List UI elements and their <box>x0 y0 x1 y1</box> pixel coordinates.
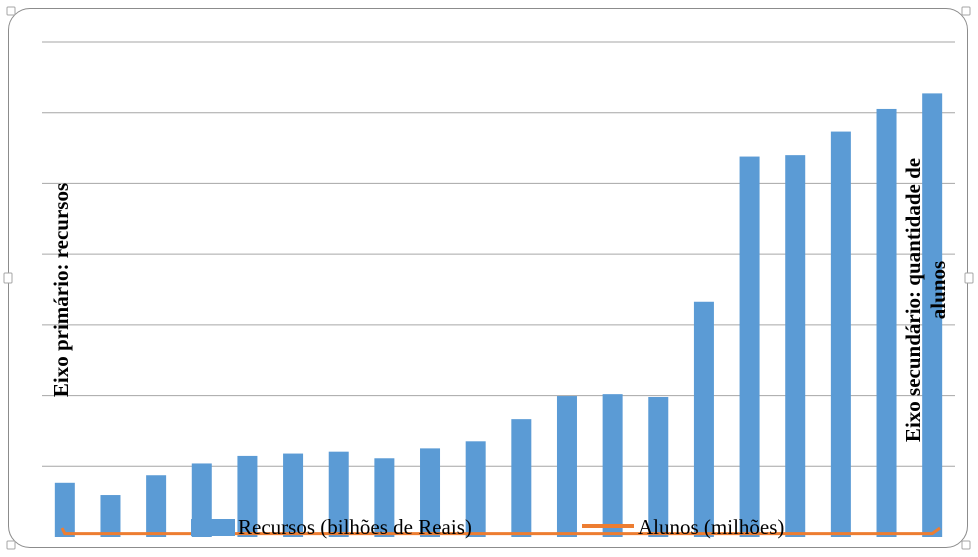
bar-recursos-11 <box>511 419 532 537</box>
bar-recursos-13 <box>602 394 623 537</box>
bar-recursos-17 <box>785 155 806 537</box>
bar-recursos-20 <box>922 93 943 537</box>
bar-recursos-10 <box>465 441 486 537</box>
bar-recursos-3 <box>146 475 167 537</box>
y-axis-label: Eixo primário: recursos <box>49 183 73 397</box>
gridlines <box>42 41 955 467</box>
line-series <box>60 526 941 536</box>
secondary-y-axis-label-line2: alunos <box>926 261 950 319</box>
bar-recursos-4 <box>191 463 212 537</box>
secondary-y-axis-label-line1: Eixo secundário: quantidade de <box>901 158 925 442</box>
bar-recursos-8 <box>374 458 395 537</box>
handle-top-left[interactable] <box>6 6 16 16</box>
bar-recursos-12 <box>556 396 577 537</box>
bar-recursos-14 <box>648 396 669 537</box>
legend-swatch-recursos <box>191 519 235 536</box>
handle-middle-left[interactable] <box>3 272 13 284</box>
legend-label-recursos: Recursos (bilhões de Reais) <box>238 515 472 539</box>
chart-frame <box>8 8 968 548</box>
handle-bottom-left[interactable] <box>6 540 16 550</box>
bar-series <box>54 93 943 538</box>
bar-recursos-15 <box>693 301 714 537</box>
handle-bottom-right[interactable] <box>961 540 971 550</box>
bar-recursos-18 <box>830 131 851 538</box>
bar-recursos-2 <box>100 495 121 537</box>
line-alunos <box>60 526 941 536</box>
selection-handles[interactable] <box>3 6 974 550</box>
handle-middle-right[interactable] <box>964 272 974 284</box>
bar-recursos-7 <box>328 451 349 537</box>
bar-recursos-19 <box>876 108 897 537</box>
bar-recursos-6 <box>283 453 304 537</box>
handle-top-right[interactable] <box>961 6 971 16</box>
legend: Recursos (bilhões de Reais) Alunos (milh… <box>191 515 784 539</box>
legend-label-alunos: Alunos (milhões) <box>638 515 784 539</box>
bar-recursos-9 <box>420 448 441 537</box>
bar-recursos-5 <box>237 455 258 537</box>
bar-recursos-16 <box>739 156 760 538</box>
bar-recursos-1 <box>54 482 75 537</box>
